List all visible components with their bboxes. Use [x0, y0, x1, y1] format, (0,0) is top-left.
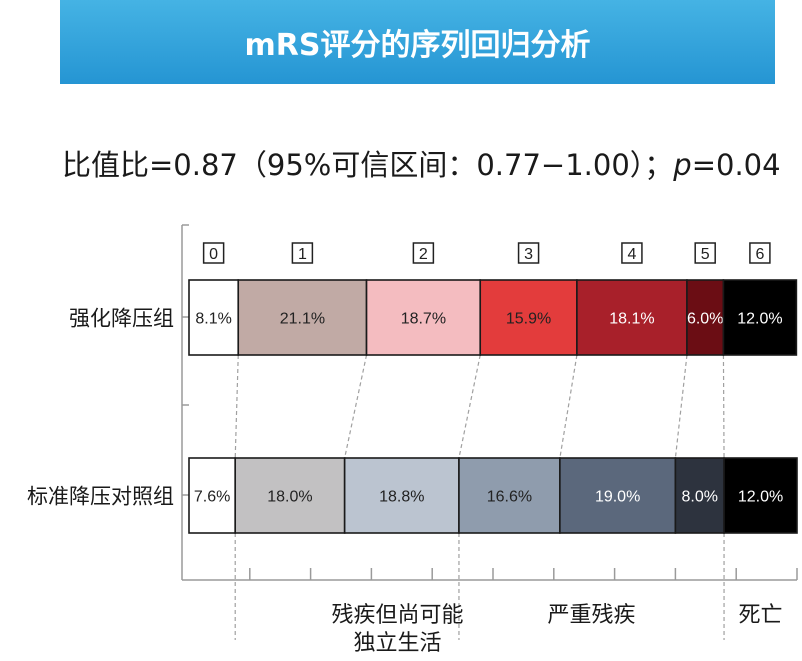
data-label-0-3: 15.9% [506, 311, 551, 328]
data-label-1-3: 16.6% [487, 489, 532, 506]
stats-line: 比值比=0.87（95%可信区间：0.77−1.00）；p=0.04 [62, 142, 781, 184]
bar-segment-0-6 [722, 279, 798, 356]
bar-segment-1-5 [674, 457, 725, 534]
p-value: =0.04 [691, 148, 781, 182]
category-box-3 [517, 242, 540, 264]
group-label-2-0: 死亡 [739, 602, 783, 627]
category-label-2: 2 [419, 246, 428, 263]
data-label-1-0: 7.6% [194, 489, 230, 506]
data-label-0-1: 21.1% [280, 311, 325, 328]
category-label-6: 6 [755, 246, 764, 263]
data-label-1-2: 18.8% [379, 489, 424, 506]
data-label-0-0: 8.1% [195, 311, 231, 328]
connector-1 [234, 354, 239, 459]
connector-5 [674, 354, 688, 459]
data-label-1-4: 19.0% [595, 489, 640, 506]
bar-segment-1-6 [723, 457, 798, 534]
category-box-6 [749, 242, 771, 264]
connector-6 [722, 354, 725, 459]
data-label-0-4: 18.1% [609, 311, 654, 328]
data-label-0-2: 18.7% [401, 311, 446, 328]
category-box-4 [621, 242, 643, 264]
data-label-1-5: 8.0% [681, 489, 717, 506]
odds-ratio-text: 比值比=0.87（95%可信区间：0.77−1.00）； [62, 148, 674, 182]
bar-segment-1-1 [234, 457, 346, 534]
bar-segment-1-2 [343, 457, 460, 534]
category-box-1 [291, 242, 314, 264]
category-box-2 [412, 242, 435, 264]
series-label-1: 标准降压对照组 [27, 486, 174, 509]
group-label-0-1: 独立生活 [354, 630, 442, 655]
category-label-0: 0 [209, 246, 218, 263]
bar-segment-1-0 [188, 457, 237, 534]
group-label-1-0: 严重残疾 [547, 602, 635, 627]
group-label-0-0: 残疾但尚可能 [332, 602, 464, 627]
category-label-4: 4 [627, 246, 636, 263]
data-label-0-5: 6.0% [687, 311, 723, 328]
bar-segment-1-3 [458, 457, 561, 534]
category-box-5 [694, 242, 716, 264]
category-label-1: 1 [298, 246, 307, 263]
connector-3 [458, 354, 481, 459]
data-label-1-1: 18.0% [267, 489, 312, 506]
connector-4 [559, 354, 578, 459]
category-box-0 [202, 242, 225, 264]
data-label-0-6: 12.0% [737, 311, 782, 328]
bar-segment-0-2 [365, 279, 482, 356]
data-label-1-6: 12.0% [738, 489, 783, 506]
chart-title: mRS评分的序列回归分析 [244, 28, 591, 63]
title-banner: mRS评分的序列回归分析 [60, 0, 775, 84]
bar-segment-0-0 [188, 279, 240, 356]
series-label-0: 强化降压组 [69, 308, 174, 331]
category-label-3: 3 [524, 246, 533, 263]
bar-segment-0-1 [237, 279, 368, 356]
connector-2 [344, 354, 368, 459]
category-label-5: 5 [701, 246, 710, 263]
p-label: p [673, 148, 692, 182]
